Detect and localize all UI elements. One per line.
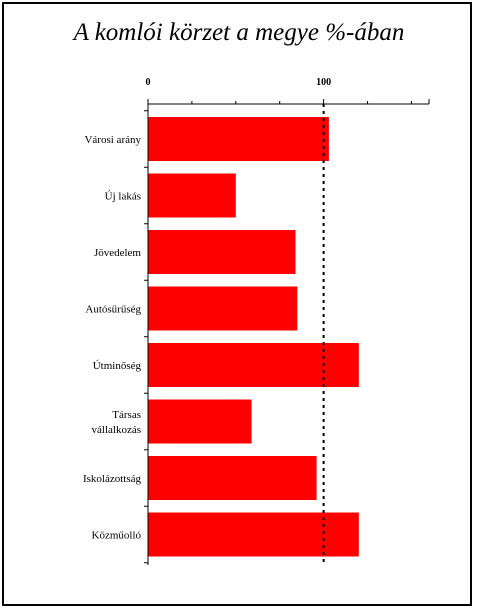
category-label: Városi arány (84, 134, 141, 146)
bar (148, 173, 236, 218)
category-label: Iskolázottság (83, 473, 142, 485)
category-label: Útminőség (93, 360, 142, 372)
category-label-line: Új lakás (105, 191, 141, 203)
bar (148, 117, 329, 161)
bar (148, 286, 298, 331)
bar (148, 343, 359, 387)
chart-title: A komlói körzet a megye %-ában (73, 19, 405, 46)
bar (148, 399, 252, 444)
x-tick-label: 100 (316, 77, 331, 88)
category-label-line: Iskolázottság (83, 473, 142, 485)
category-label-line: Városi arány (84, 134, 141, 146)
bar (148, 456, 317, 500)
x-tick-label: 0 (146, 77, 151, 88)
category-label: Társas vállalkozás (92, 409, 141, 436)
category-label-line: Jövedelem (94, 247, 141, 259)
category-label-line: Autósűrűség (85, 304, 141, 316)
category-label-line: Közműolló (92, 530, 142, 542)
bar (148, 512, 359, 557)
category-label: Autósűrűség (85, 304, 141, 316)
category-label: Új lakás (105, 191, 141, 203)
category-label-line: Társas (112, 409, 141, 421)
category-label-line: vállalkozás (92, 424, 141, 436)
category-label: Közműolló (92, 530, 142, 542)
category-label-line: Útminőség (93, 360, 142, 372)
category-label: Jövedelem (94, 247, 141, 259)
bar (148, 230, 296, 274)
